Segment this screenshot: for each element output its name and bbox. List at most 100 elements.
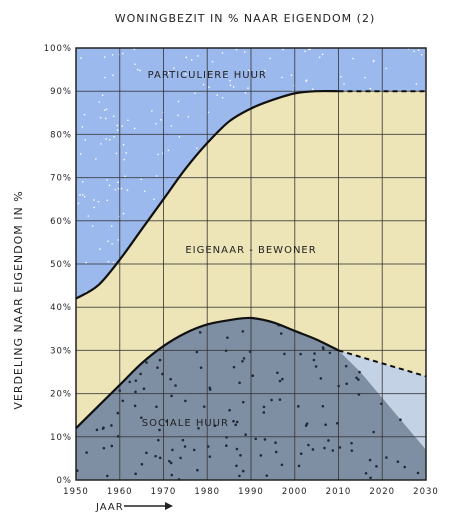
region-label-sociale-huur: SOCIALE HUUR — [142, 418, 229, 429]
speckle-dot — [122, 212, 125, 215]
speckle-dot — [177, 100, 180, 103]
speckle-dot — [139, 69, 141, 72]
speckle-dot — [178, 135, 181, 138]
speckle-dot — [232, 86, 235, 88]
speckle-dot — [100, 143, 102, 145]
speckle-dot — [282, 48, 284, 51]
speckle-dot — [265, 474, 269, 477]
speckle-dot — [244, 433, 247, 436]
speckle-dot — [85, 261, 87, 264]
speckle-dot — [184, 73, 187, 75]
speckle-dot — [358, 370, 361, 374]
speckle-dot — [355, 376, 358, 380]
speckle-dot — [235, 48, 238, 51]
speckle-dot — [238, 381, 241, 385]
speckle-dot — [81, 126, 84, 128]
speckle-dot — [368, 458, 372, 462]
speckle-dot — [307, 443, 310, 447]
speckle-dot — [112, 115, 115, 118]
x-tick-label: 1970 — [151, 487, 177, 497]
speckle-dot — [181, 438, 185, 442]
speckle-dot — [79, 194, 81, 196]
speckle-dot — [134, 63, 136, 65]
speckle-dot — [167, 149, 170, 152]
speckle-dot — [112, 74, 114, 77]
speckle-dot — [319, 377, 323, 380]
speckle-dot — [183, 445, 187, 448]
speckle-dot — [84, 139, 87, 141]
speckle-dot — [126, 189, 129, 191]
speckle-dot — [136, 68, 139, 71]
speckle-dot — [127, 119, 129, 122]
speckle-dot — [281, 377, 284, 381]
speckle-dot — [216, 94, 218, 96]
speckle-dot — [121, 399, 125, 403]
speckle-dot — [171, 448, 174, 452]
texture-speckles — [75, 47, 423, 481]
speckle-dot — [413, 50, 415, 53]
speckle-dot — [241, 359, 244, 363]
speckle-dot — [211, 60, 214, 63]
speckle-dot — [213, 424, 217, 428]
speckle-dot — [327, 439, 330, 442]
speckle-dot — [279, 332, 283, 335]
speckle-dot — [158, 456, 162, 460]
speckle-dot — [221, 96, 224, 99]
y-tick-label: 70% — [50, 174, 72, 184]
boundary-lines — [75, 89, 427, 429]
speckle-dot — [192, 448, 196, 452]
speckle-dot — [312, 88, 314, 90]
speckle-dot — [108, 184, 111, 187]
speckle-dot — [309, 48, 312, 51]
speckle-dot — [350, 441, 353, 445]
speckle-dot — [91, 225, 94, 227]
speckle-dot — [105, 108, 108, 110]
speckle-dot — [304, 424, 308, 427]
y-tick-label: 10% — [50, 433, 72, 443]
speckle-dot — [297, 464, 301, 468]
line-sociale-huur — [75, 316, 339, 429]
speckle-dot — [194, 92, 196, 95]
speckle-dot — [179, 456, 182, 460]
speckle-dot — [344, 364, 348, 368]
speckle-dot — [153, 198, 155, 201]
y-tick-label: 30% — [50, 346, 72, 356]
speckle-dot — [120, 187, 123, 190]
speckle-dot — [195, 350, 199, 354]
speckle-dot — [278, 398, 282, 401]
speckle-dot — [169, 461, 173, 465]
y-tick-label: 50% — [50, 260, 72, 270]
speckle-dot — [111, 54, 114, 56]
speckle-dot — [197, 426, 200, 430]
speckle-dot — [364, 76, 366, 79]
speckle-dot — [190, 59, 193, 61]
speckle-dot — [134, 379, 138, 382]
x-tick-label: 2010 — [326, 487, 352, 497]
speckle-dot — [274, 441, 277, 444]
speckle-dot — [97, 200, 100, 203]
speckle-dot — [228, 408, 231, 412]
speckle-dot — [140, 462, 144, 466]
speckle-dot — [87, 215, 90, 217]
speckle-dot — [140, 178, 143, 181]
speckle-dot — [369, 87, 372, 90]
speckle-dot — [232, 365, 236, 369]
speckle-dot — [313, 352, 316, 355]
speckle-dot — [235, 464, 238, 468]
speckle-dot — [195, 147, 198, 149]
speckle-dot — [372, 430, 375, 434]
speckle-dot — [350, 449, 354, 452]
speckle-dot — [103, 109, 106, 111]
speckle-dot — [111, 243, 113, 245]
speckle-dot — [262, 411, 266, 414]
speckle-dot — [113, 135, 115, 138]
speckle-dot — [173, 67, 175, 69]
speckle-dot — [321, 404, 325, 408]
speckle-dot — [304, 50, 306, 53]
plot-frame — [75, 47, 427, 481]
speckle-dot — [117, 239, 120, 241]
speckle-dot — [247, 87, 249, 90]
speckle-dot — [139, 372, 142, 376]
speckle-dot — [251, 374, 255, 377]
speckle-dot — [276, 371, 279, 375]
